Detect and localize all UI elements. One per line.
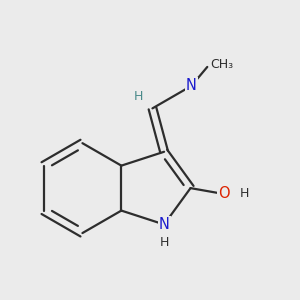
- Text: H: H: [159, 236, 169, 249]
- Text: O: O: [218, 187, 230, 202]
- Text: CH₃: CH₃: [210, 58, 233, 70]
- Text: N: N: [159, 217, 170, 232]
- Text: H: H: [134, 90, 143, 103]
- Text: N: N: [186, 78, 197, 93]
- Text: H: H: [240, 188, 249, 200]
